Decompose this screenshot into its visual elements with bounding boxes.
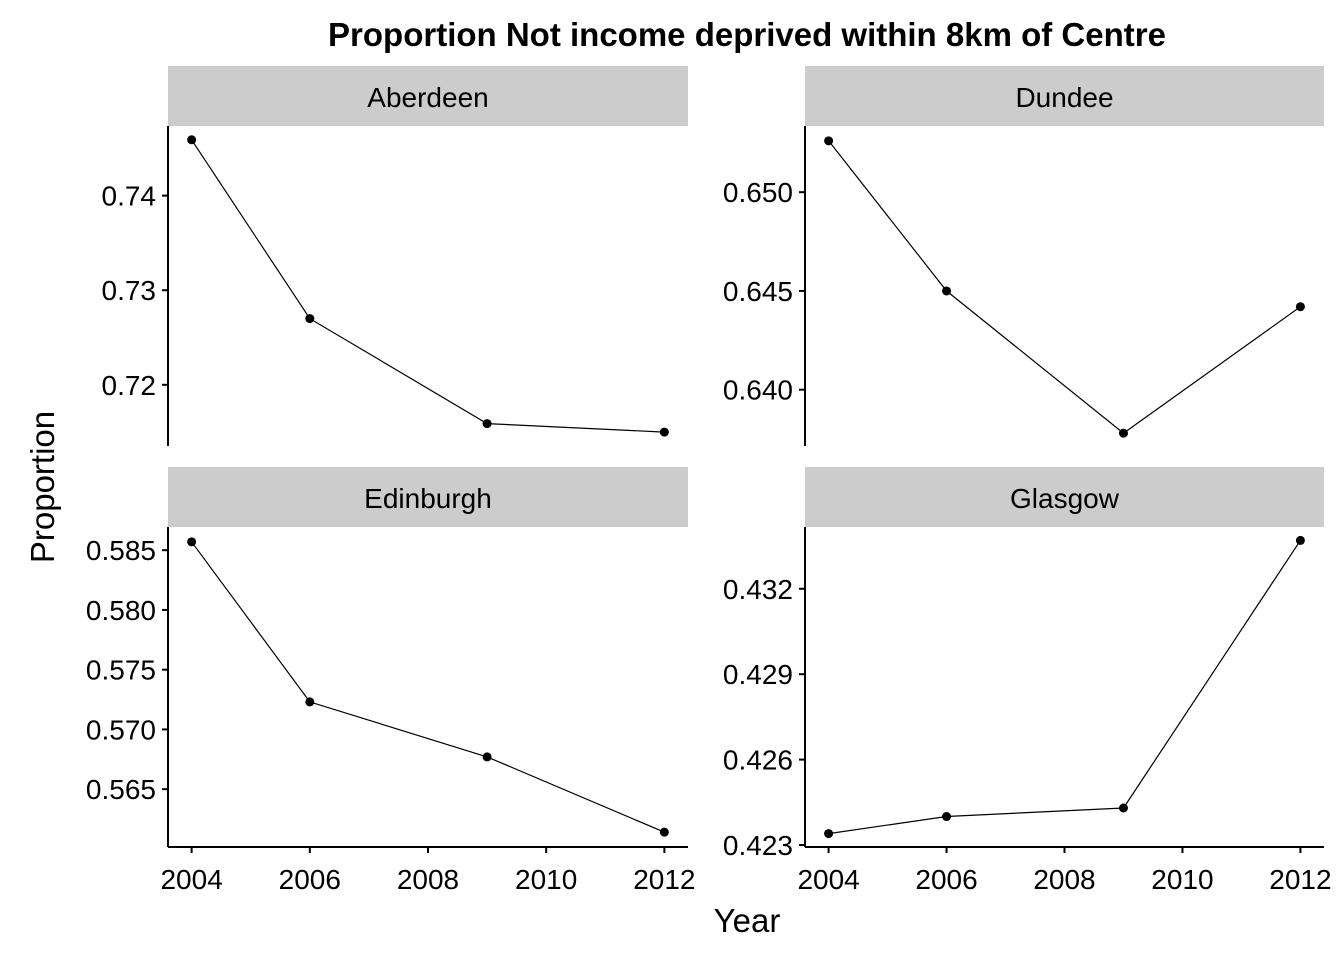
y-tick-label-edinburgh: 0.580: [86, 595, 156, 626]
data-point-aberdeen: [305, 314, 315, 324]
strip-glasgow: [805, 467, 1324, 527]
y-tick-label-edinburgh: 0.575: [86, 655, 156, 686]
x-tick-label-glasgow: 2008: [1033, 864, 1095, 895]
data-point-aberdeen: [659, 427, 669, 437]
data-point-aberdeen: [187, 135, 197, 145]
y-tick-label-aberdeen: 0.73: [102, 275, 157, 306]
panel-dundee: Dundee 0.640 0.645 0.650: [723, 66, 1324, 446]
panel-aberdeen: Aberdeen 0.72 0.73 0.74: [102, 66, 688, 446]
chart-title: Proportion Not income deprived within 8k…: [328, 16, 1166, 53]
series-line-dundee: [828, 140, 1301, 434]
data-point-edinburgh: [482, 752, 492, 762]
data-point-edinburgh: [305, 697, 315, 707]
panel-glasgow: Glasgow 0.423 0.426 0.429 0.432 2004 2006 2008 2…: [723, 467, 1332, 895]
y-tick-label-edinburgh: 0.585: [86, 535, 156, 566]
x-tick-label-glasgow: 2010: [1151, 864, 1213, 895]
x-tick-label-edinburgh: 2012: [633, 864, 695, 895]
strip-label-edinburgh: Edinburgh: [364, 483, 492, 514]
y-tick-label-glasgow: 0.432: [723, 574, 793, 605]
y-tick-label-glasgow: 0.429: [723, 659, 793, 690]
data-point-edinburgh: [659, 827, 669, 837]
x-tick-label-edinburgh: 2008: [397, 864, 459, 895]
strip-aberdeen: [168, 66, 688, 126]
y-tick-label-dundee: 0.650: [723, 177, 793, 208]
y-tick-label-dundee: 0.640: [723, 375, 793, 406]
data-point-dundee: [824, 136, 834, 146]
data-point-glasgow: [1118, 803, 1128, 813]
strip-edinburgh: [168, 467, 688, 527]
series-line-aberdeen: [191, 139, 665, 433]
y-tick-label-edinburgh: 0.565: [86, 774, 156, 805]
x-tick-label-glasgow: 2006: [915, 864, 977, 895]
data-point-glasgow: [942, 812, 952, 822]
strip-label-glasgow: Glasgow: [1010, 483, 1120, 514]
panel-edinburgh: Edinburgh 0.565 0.570 0.575 0.580 0.585 2004 20…: [86, 467, 696, 895]
y-axis-title: Proportion: [24, 411, 61, 563]
data-point-glasgow: [1295, 535, 1305, 545]
x-axis-title: Year: [714, 902, 781, 939]
strip-label-aberdeen: Aberdeen: [367, 82, 488, 113]
x-tick-label-glasgow: 2012: [1269, 864, 1331, 895]
x-tick-label-edinburgh: 2004: [160, 864, 222, 895]
data-point-dundee: [1295, 302, 1305, 312]
series-line-glasgow: [828, 540, 1301, 835]
y-tick-label-aberdeen: 0.74: [102, 181, 157, 212]
data-point-dundee: [942, 286, 952, 296]
y-tick-label-edinburgh: 0.570: [86, 714, 156, 745]
x-tick-label-glasgow: 2004: [797, 864, 859, 895]
data-point-glasgow: [824, 829, 834, 839]
strip-label-dundee: Dundee: [1015, 82, 1113, 113]
y-tick-label-dundee: 0.645: [723, 276, 793, 307]
data-point-aberdeen: [482, 419, 492, 429]
strip-dundee: [805, 66, 1324, 126]
y-tick-label-aberdeen: 0.72: [102, 370, 157, 401]
x-tick-label-edinburgh: 2010: [515, 864, 577, 895]
y-tick-label-glasgow: 0.423: [723, 830, 793, 861]
data-point-edinburgh: [187, 537, 197, 547]
data-point-dundee: [1118, 428, 1128, 438]
series-line-edinburgh: [191, 541, 665, 833]
y-tick-label-glasgow: 0.426: [723, 745, 793, 776]
x-tick-label-edinburgh: 2006: [279, 864, 341, 895]
panels-layer: Aberdeen 0.72 0.73 0.74 Dundee 0.640 0.645 0.65…: [86, 66, 1332, 895]
